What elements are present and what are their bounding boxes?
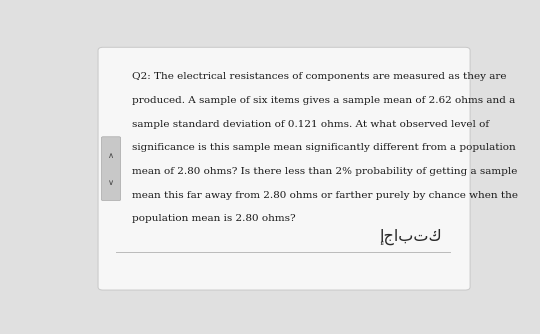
Text: mean of 2.80 ohms? Is there less than 2% probability of getting a sample: mean of 2.80 ohms? Is there less than 2%… <box>132 167 518 176</box>
Text: إجابتك: إجابتك <box>379 229 442 245</box>
Text: significance is this sample mean significantly different from a population: significance is this sample mean signifi… <box>132 143 516 152</box>
Text: Q2: The electrical resistances of components are measured as they are: Q2: The electrical resistances of compon… <box>132 72 507 81</box>
Text: mean this far away from 2.80 ohms or farther purely by chance when the: mean this far away from 2.80 ohms or far… <box>132 190 518 199</box>
Text: sample standard deviation of 0.121 ohms. At what observed level of: sample standard deviation of 0.121 ohms.… <box>132 120 489 129</box>
FancyBboxPatch shape <box>102 137 120 200</box>
Text: produced. A sample of six items gives a sample mean of 2.62 ohms and a: produced. A sample of six items gives a … <box>132 96 516 105</box>
FancyBboxPatch shape <box>98 47 470 290</box>
Text: ∧: ∧ <box>108 151 114 160</box>
Text: ∨: ∨ <box>108 178 114 187</box>
Text: population mean is 2.80 ohms?: population mean is 2.80 ohms? <box>132 214 296 223</box>
